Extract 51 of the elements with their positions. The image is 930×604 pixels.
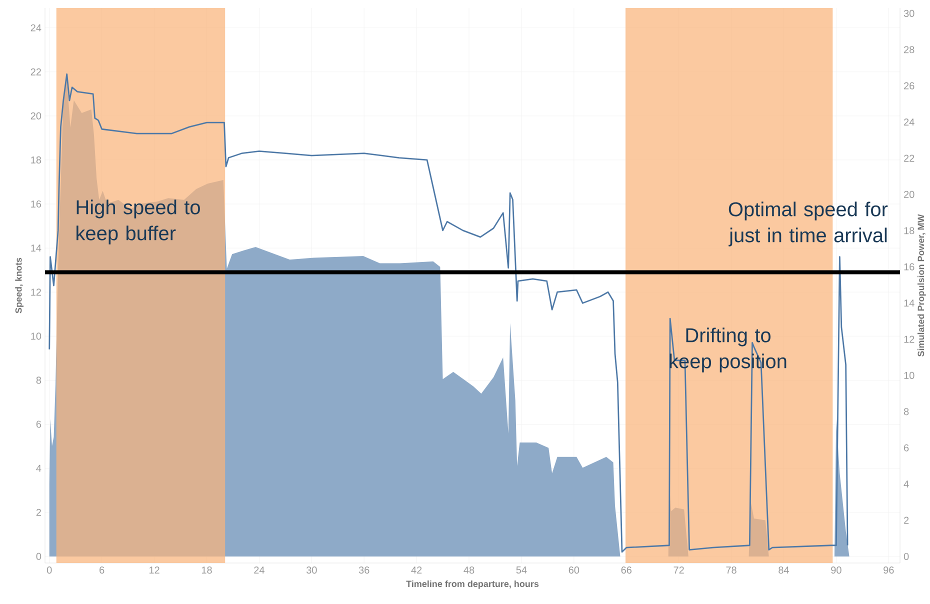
- y-tick-label: 14: [31, 244, 42, 252]
- x-tick-label: 84: [778, 566, 790, 574]
- y2-tick-label: 2: [904, 516, 909, 524]
- x-tick-label: 24: [254, 566, 264, 574]
- x-tick-label: 54: [516, 566, 527, 574]
- y2-tick-label: 24: [904, 118, 914, 126]
- x-tick-label: 72: [674, 566, 684, 574]
- x-axis-title: Timeline from departure, hours: [406, 580, 539, 589]
- y2-tick-label: 30: [904, 10, 914, 17]
- y-tick-label: 22: [30, 68, 41, 76]
- x-tick-label: 96: [884, 566, 894, 574]
- x-tick-label: 36: [358, 566, 370, 574]
- y2-tick-label: 28: [904, 46, 914, 54]
- y2-tick-label: 26: [904, 82, 914, 90]
- x-tick-label: 0: [46, 566, 52, 574]
- y2-tick-label: 0: [904, 552, 909, 560]
- y2-tick-label: 6: [904, 444, 909, 452]
- y2-tick-label: 14: [904, 300, 914, 306]
- y-tick-label: 12: [31, 288, 41, 296]
- y2-tick-label: 18: [904, 227, 914, 234]
- y2-tick-label: 10: [904, 372, 914, 379]
- x-tick-label: 30: [306, 566, 317, 574]
- y-tick-label: 20: [30, 112, 42, 120]
- x-tick-label: 12: [149, 566, 160, 574]
- x-tick-label: 90: [831, 566, 842, 574]
- y-tick-label: 18: [31, 156, 42, 164]
- y-tick-label: 4: [36, 464, 42, 472]
- y2-tick-label: 16: [904, 263, 914, 270]
- x-tick-label: 6: [100, 566, 104, 574]
- y2-axis-title: Simulated Propulsion Power, MW: [918, 214, 926, 356]
- annotation: High speed to keep buffer: [76, 200, 200, 244]
- x-tick-label: 60: [568, 566, 580, 574]
- y-tick-label: 0: [36, 552, 42, 560]
- y-axis-title: Speed, knots: [15, 258, 24, 314]
- x-tick-label: 48: [464, 566, 474, 574]
- y2-tick-label: 8: [904, 408, 909, 416]
- x-tick-label: 18: [202, 566, 212, 574]
- y2-tick-label: 20: [904, 190, 914, 198]
- y2-tick-label: 12: [904, 336, 914, 343]
- y-tick-label: 2: [36, 508, 41, 516]
- y2-tick-label: 22: [904, 154, 914, 162]
- x-tick-label: 78: [726, 566, 736, 574]
- y-tick-label: 10: [31, 332, 42, 340]
- y-tick-label: 16: [31, 200, 42, 208]
- y-tick-label: 24: [30, 24, 42, 32]
- y-tick-label: 8: [36, 376, 42, 384]
- x-tick-label: 42: [411, 566, 422, 574]
- y2-tick-label: 4: [904, 480, 909, 488]
- annotation: Optimal speed for just in time arrival: [728, 202, 888, 246]
- x-tick-label: 66: [621, 566, 632, 574]
- y-tick-label: 6: [36, 420, 42, 428]
